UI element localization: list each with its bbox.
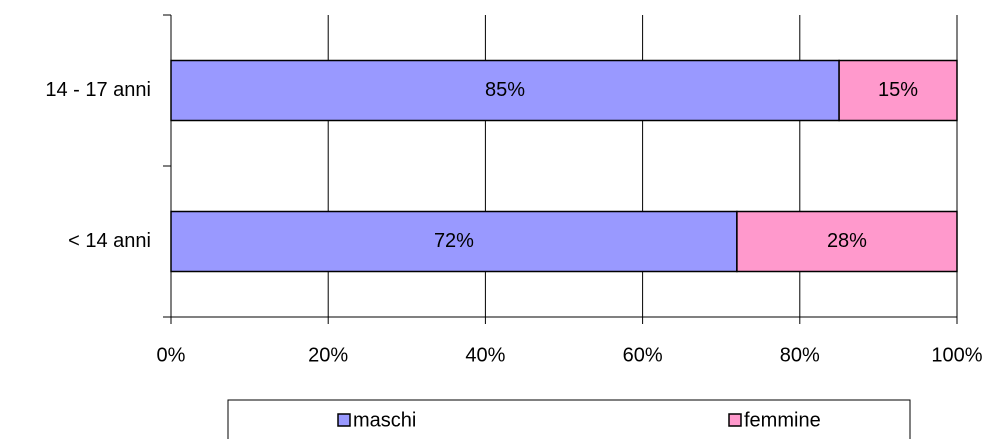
data-label: 15%	[878, 79, 918, 101]
bar-segment	[170, 210, 738, 273]
legend-swatch	[728, 413, 742, 427]
data-label: 28%	[827, 230, 867, 252]
x-tick-label: 60%	[623, 344, 663, 366]
bar-segment	[170, 59, 840, 122]
y-tick-label: 14 - 17 anni	[45, 79, 151, 101]
legend-label: femmine	[744, 409, 821, 431]
x-tick-label: 100%	[931, 344, 982, 366]
bar-segment	[736, 210, 958, 273]
legend-swatch	[337, 413, 351, 427]
data-label: 72%	[434, 230, 474, 252]
x-tick-label: 0%	[157, 344, 186, 366]
x-tick-label: 20%	[308, 344, 348, 366]
x-tick-label: 80%	[780, 344, 820, 366]
bar-segment	[838, 59, 958, 122]
data-label: 85%	[485, 79, 525, 101]
y-tick-label: < 14 anni	[68, 230, 151, 252]
legend-label: maschi	[353, 409, 416, 431]
x-tick-label: 40%	[465, 344, 505, 366]
